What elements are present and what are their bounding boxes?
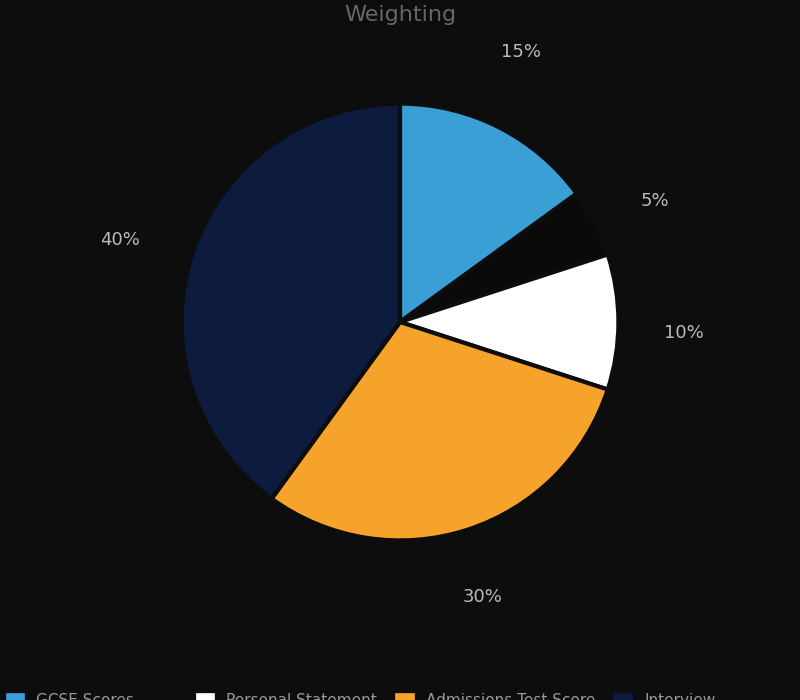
Text: 30%: 30% xyxy=(462,588,502,606)
Wedge shape xyxy=(400,194,608,322)
Wedge shape xyxy=(400,255,618,389)
Legend: GCSE Scores, A level Predictions, Personal Statement, Admissions Test Score, Int: GCSE Scores, A level Predictions, Person… xyxy=(0,686,723,700)
Wedge shape xyxy=(400,104,577,322)
Wedge shape xyxy=(182,104,400,498)
Text: 5%: 5% xyxy=(641,192,669,210)
Text: 15%: 15% xyxy=(501,43,541,61)
Title: Weighting: Weighting xyxy=(344,5,456,25)
Text: 40%: 40% xyxy=(101,231,140,248)
Wedge shape xyxy=(272,322,608,540)
Text: 10%: 10% xyxy=(664,324,704,342)
